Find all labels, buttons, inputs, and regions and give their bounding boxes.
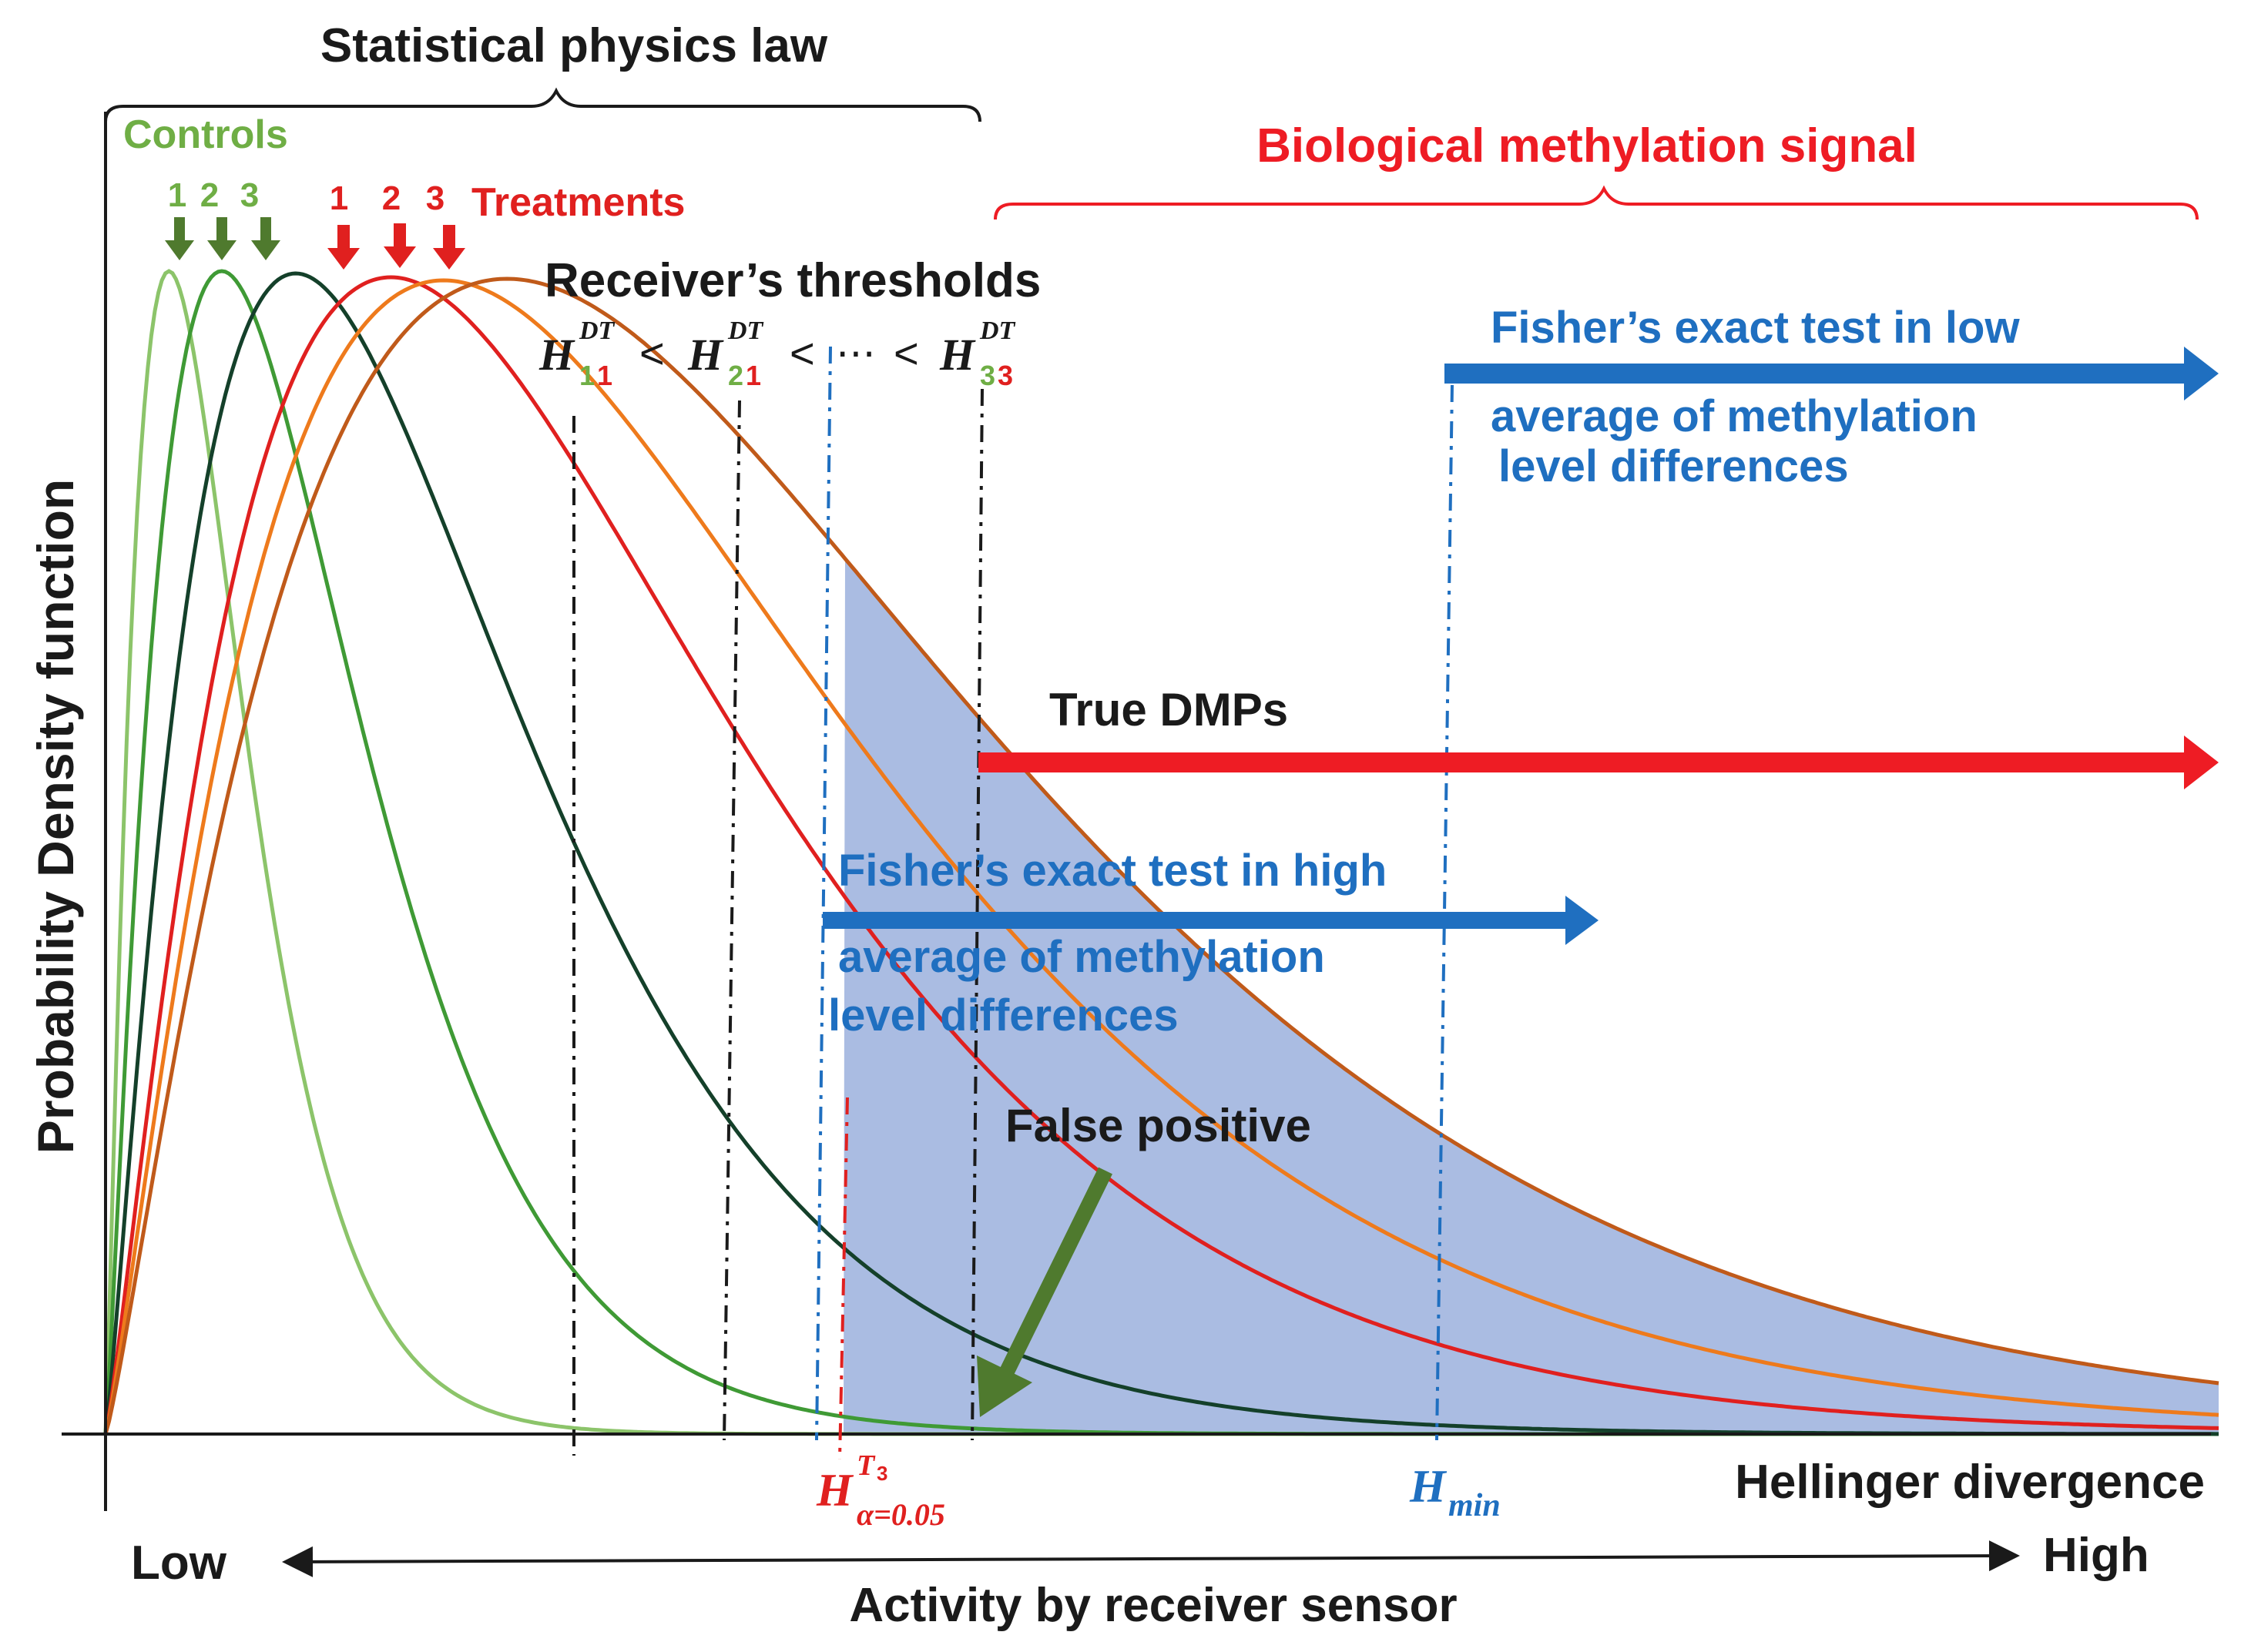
lt-3: < — [894, 329, 919, 377]
fisher-high-arrow-head — [1565, 896, 1599, 945]
threshold-1-sub-b: 1 — [597, 360, 612, 391]
fisher-high-line-1: Fisher’s exact test in high — [838, 846, 1387, 896]
h-alpha-label: H T 3 α=0.05 — [816, 1449, 945, 1532]
treatment-arrow-2 — [384, 223, 416, 268]
fisher-high-line-2: average of methylation — [838, 932, 1325, 982]
false-positive-arrow-head — [977, 1355, 1032, 1417]
fisher-high-line — [815, 346, 832, 1441]
false-positive-label: False positive — [1005, 1100, 1311, 1151]
h-alpha-sup-sub: 3 — [877, 1462, 887, 1485]
h-min-line — [1435, 384, 1454, 1441]
low-label: Low — [131, 1536, 227, 1590]
threshold-line-3 — [971, 388, 984, 1441]
activity-label: Activity by receiver sensor — [849, 1579, 1457, 1632]
threshold-3-sup: DT — [979, 317, 1016, 345]
threshold-1-base: H — [538, 330, 575, 380]
false-positive-arrow-shaft — [998, 1167, 1112, 1379]
treatment-arrows — [327, 223, 465, 270]
threshold-2-sup: DT — [727, 317, 764, 345]
controls-label: Controls — [123, 112, 288, 157]
threshold-3-base: H — [939, 330, 976, 380]
fisher-low-line-1: Fisher’s exact test in low — [1491, 303, 2020, 353]
y-axis-label: Probability Density function — [27, 479, 84, 1154]
h-min-base: H — [1409, 1461, 1448, 1512]
threshold-line-2 — [723, 400, 741, 1441]
x-axis-label: Hellinger divergence — [1735, 1456, 2205, 1509]
threshold-2-base: H — [687, 330, 724, 380]
biological-signal-brace — [994, 185, 2199, 220]
ellipsis: ⋯ — [836, 331, 876, 376]
h-alpha-line — [838, 1097, 849, 1460]
control-arrow-2 — [207, 217, 237, 260]
treatment-number-2: 2 — [382, 179, 401, 217]
high-label: High — [2043, 1529, 2149, 1582]
h-min-label: H min — [1409, 1461, 1501, 1523]
fisher-high-line-3: level differences — [828, 990, 1179, 1040]
control-number-2: 2 — [200, 176, 219, 214]
control-arrow-1 — [165, 217, 194, 260]
control-number-1: 1 — [168, 176, 186, 214]
control-arrow-3 — [251, 217, 280, 260]
treatment-arrow-1 — [327, 225, 360, 270]
fisher-low-arrow-head — [2184, 347, 2219, 400]
false-positive-shaded-area — [844, 558, 2219, 1434]
threshold-3-sub-b: 3 — [998, 360, 1013, 391]
treatment-number-3: 3 — [426, 179, 445, 217]
statistical-physics-law-title: Statistical physics law — [320, 19, 828, 72]
threshold-2-sub-a: 2 — [728, 360, 743, 391]
lt-2: < — [790, 329, 815, 377]
threshold-1-sub-a: 1 — [579, 360, 595, 391]
lt-1: < — [639, 329, 665, 377]
true-dmps-label: True DMPs — [1049, 684, 1288, 736]
receivers-thresholds-title: Receiver’s thresholds — [545, 254, 1041, 307]
true-dmps-arrow-head — [2184, 736, 2219, 789]
treatments-label: Treatments — [471, 180, 685, 225]
treatment-1-curve — [103, 275, 2219, 1435]
treatment-arrow-3 — [433, 225, 465, 270]
activity-double-arrow — [282, 1540, 2020, 1577]
treatment-2-curve — [103, 278, 2219, 1435]
fisher-low-line-2: average of methylation — [1491, 391, 1978, 441]
statistical-physics-brace — [104, 87, 981, 122]
threshold-inequality: H DT 1 1 < H DT 2 1 < ⋯ < H DT 3 3 — [538, 317, 1016, 391]
threshold-2-sub-b: 1 — [746, 360, 761, 391]
h-alpha-sub: α=0.05 — [857, 1497, 945, 1532]
h-alpha-sup: T — [857, 1449, 876, 1482]
treatment-number-1: 1 — [330, 179, 348, 217]
biological-signal-title: Biological methylation signal — [1256, 119, 1917, 173]
h-alpha-base: H — [816, 1465, 854, 1516]
control-arrows — [165, 217, 280, 260]
control-number-3: 3 — [240, 176, 259, 214]
threshold-3-sub-a: 3 — [980, 360, 995, 391]
threshold-1-sup: DT — [579, 317, 616, 345]
fisher-low-line-3: level differences — [1498, 441, 1849, 491]
h-min-sub: min — [1448, 1488, 1501, 1523]
